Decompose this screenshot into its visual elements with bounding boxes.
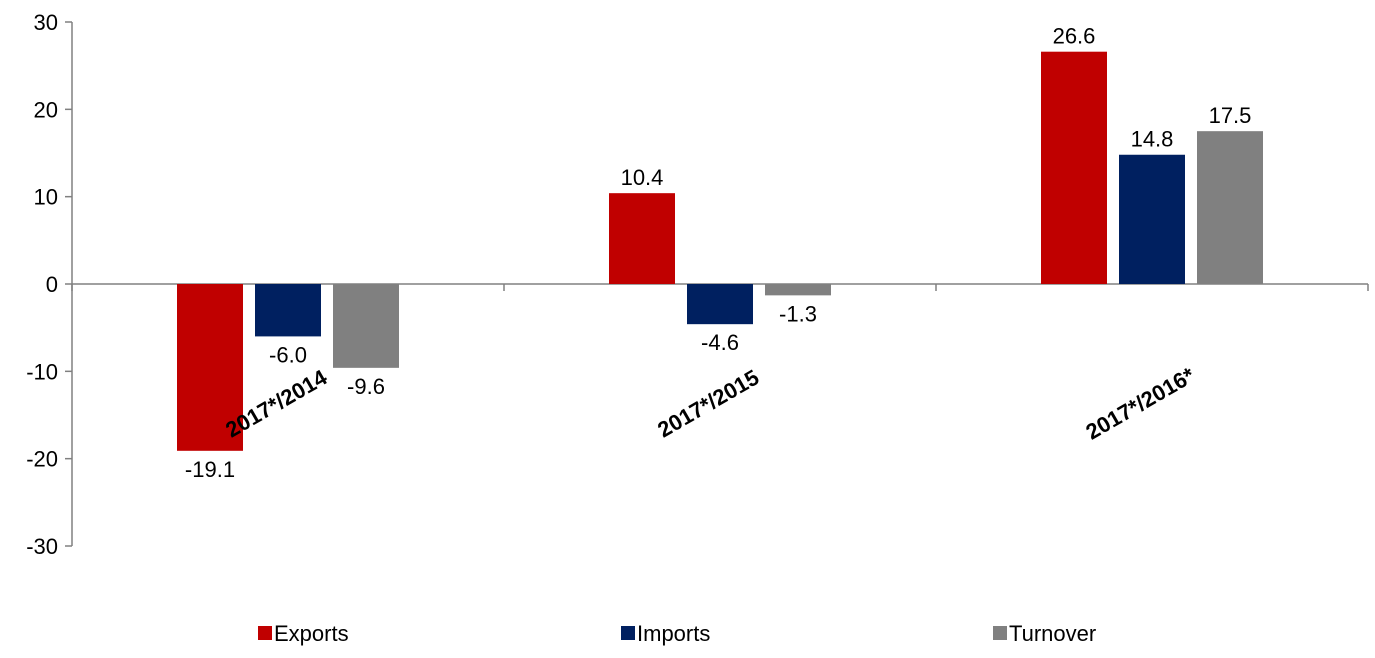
legend-swatch-turnover xyxy=(993,626,1007,640)
data-labels: -19.1 -6.0 -9.6 10.4 -4.6 -1.3 26.6 14.8 17.5 xyxy=(185,24,1251,482)
bar-imports xyxy=(1119,154,1185,284)
bar-exports xyxy=(1041,51,1107,285)
data-label: -6.0 xyxy=(269,342,307,367)
category-label: 2017*/2015 xyxy=(653,365,763,443)
bar-turnover xyxy=(1197,131,1263,284)
legend-label-imports: Imports xyxy=(637,621,710,646)
y-tick-label: -10 xyxy=(26,359,58,384)
data-label: -4.6 xyxy=(701,330,739,355)
data-label: 10.4 xyxy=(621,165,664,190)
bar-turnover xyxy=(765,284,831,296)
y-tick-label: -30 xyxy=(26,534,58,559)
y-tick-label: 0 xyxy=(46,272,58,297)
legend-label-turnover: Turnover xyxy=(1009,621,1096,646)
data-label: 14.8 xyxy=(1131,127,1174,152)
legend-label-exports: Exports xyxy=(274,621,349,646)
bar-exports xyxy=(177,284,243,451)
y-tick-label: -20 xyxy=(26,447,58,472)
legend: Exports Imports Turnover xyxy=(258,621,1096,646)
category-label: 2017*/2016* xyxy=(1082,362,1200,444)
data-label: 17.5 xyxy=(1209,103,1252,128)
bar-imports xyxy=(255,284,321,337)
data-label: 26.6 xyxy=(1053,24,1096,49)
y-tick-label: 30 xyxy=(34,10,58,35)
legend-swatch-exports xyxy=(258,626,272,640)
bars xyxy=(177,51,1263,451)
y-tick-label: 10 xyxy=(34,185,58,210)
bar-turnover xyxy=(333,284,399,368)
data-label: -1.3 xyxy=(779,301,817,326)
data-label: -9.6 xyxy=(347,374,385,399)
y-tick-label: 20 xyxy=(34,97,58,122)
bar-exports xyxy=(609,193,675,284)
bar-imports xyxy=(687,284,753,325)
data-label: -19.1 xyxy=(185,457,235,482)
legend-swatch-imports xyxy=(621,626,635,640)
